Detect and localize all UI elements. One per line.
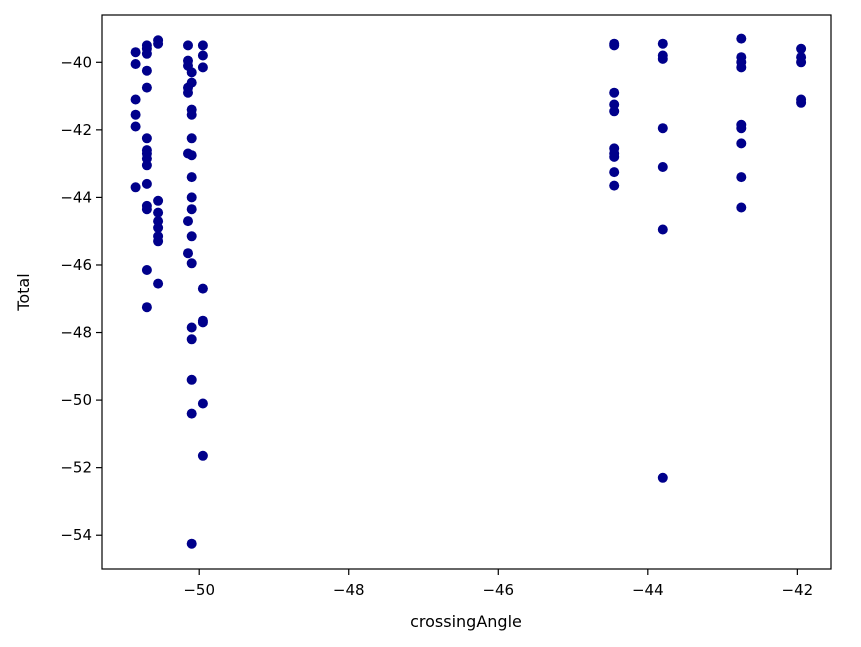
data-point: [657, 162, 668, 172]
data-point: [186, 538, 197, 549]
data-point: [186, 204, 197, 215]
data-point: [796, 43, 807, 54]
data-point: [153, 195, 164, 206]
data-point: [736, 138, 747, 149]
y-tick-label: −42: [60, 121, 92, 139]
y-tick-label: −40: [60, 53, 92, 71]
data-point: [186, 109, 197, 120]
x-tick-label: −44: [632, 581, 664, 599]
data-point: [130, 59, 141, 69]
data-point: [153, 207, 164, 218]
y-axis-ticks: −54 −52 −50 −48 −46 −44 −42 −40: [60, 53, 102, 544]
x-tick-label: −46: [482, 581, 514, 599]
x-axis-ticks: −50 −48 −46 −44 −42: [183, 569, 813, 599]
data-point: [657, 123, 668, 134]
y-tick-label: −44: [60, 188, 92, 206]
data-point: [736, 33, 747, 44]
data-point: [197, 398, 208, 409]
x-tick-label: −50: [183, 581, 215, 599]
x-tick-label: −48: [333, 581, 365, 599]
plot-frame: [101, 14, 832, 570]
data-point: [186, 408, 197, 419]
data-point: [141, 160, 152, 171]
y-tick-label: −52: [60, 459, 92, 477]
data-point: [183, 248, 193, 259]
data-point: [186, 172, 197, 183]
y-tick-label: −50: [60, 391, 92, 409]
data-point: [186, 192, 197, 203]
data-point: [130, 121, 141, 132]
data-point: [609, 151, 620, 162]
data-point: [609, 106, 620, 117]
y-tick-label: −46: [60, 256, 92, 274]
data-point: [153, 278, 164, 289]
data-point: [796, 97, 807, 108]
data-point: [736, 172, 747, 183]
data-point: [609, 167, 620, 178]
x-tick-label: −42: [782, 581, 814, 599]
data-point: [186, 77, 197, 88]
data-point: [609, 40, 620, 51]
data-point: [141, 178, 152, 189]
data-point: [186, 334, 197, 345]
data-point: [130, 47, 141, 58]
data-point: [183, 216, 193, 227]
data-point: [183, 40, 193, 51]
data-point: [130, 182, 141, 193]
data-point: [186, 231, 197, 242]
data-point: [197, 62, 208, 73]
data-point: [796, 57, 807, 68]
data-points: [130, 33, 807, 549]
data-point: [736, 62, 747, 73]
x-axis-label: crossingAngle: [410, 612, 522, 631]
data-point: [141, 82, 152, 93]
data-point: [141, 265, 152, 275]
y-tick-label: −54: [60, 526, 92, 544]
data-point: [186, 150, 197, 161]
data-point: [141, 302, 152, 313]
data-point: [197, 40, 208, 51]
data-point: [197, 450, 208, 461]
data-point: [186, 133, 197, 144]
data-point: [186, 322, 197, 333]
data-point: [141, 48, 152, 59]
data-point: [657, 53, 668, 64]
y-axis-label: Total: [14, 273, 33, 311]
data-point: [130, 94, 141, 105]
data-point: [197, 283, 208, 294]
data-point: [186, 374, 197, 385]
data-point: [657, 224, 668, 235]
data-point: [141, 65, 152, 76]
y-tick-label: −48: [60, 324, 92, 342]
data-point: [197, 50, 208, 61]
data-point: [183, 87, 193, 98]
data-point: [609, 180, 620, 191]
data-point: [197, 317, 208, 328]
data-point: [736, 123, 747, 134]
data-point: [609, 87, 620, 98]
data-point: [141, 204, 152, 215]
data-point: [153, 38, 164, 49]
data-point: [141, 133, 152, 144]
data-point: [153, 222, 164, 233]
data-point: [657, 38, 668, 49]
data-point: [186, 67, 197, 78]
data-point: [736, 202, 747, 213]
data-point: [186, 258, 197, 269]
data-point: [657, 472, 668, 483]
data-point: [130, 109, 141, 120]
data-point: [153, 236, 164, 247]
